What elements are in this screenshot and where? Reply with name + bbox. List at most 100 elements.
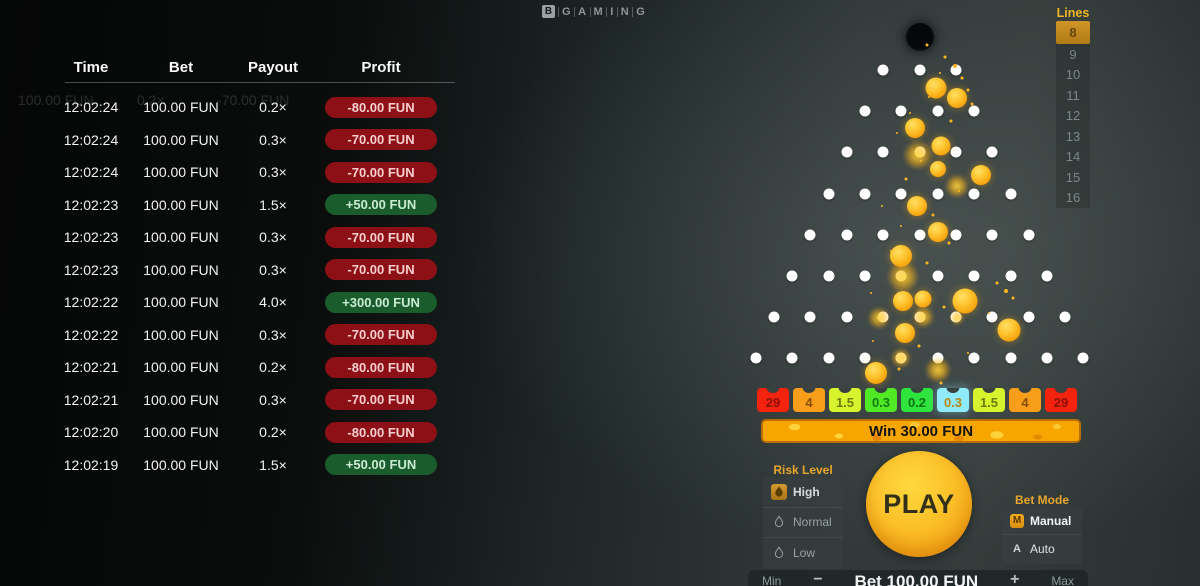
play-button[interactable]: PLAY xyxy=(866,451,972,557)
peg xyxy=(932,270,944,282)
plinko-ball xyxy=(890,245,912,267)
sparkle-dot xyxy=(939,381,943,385)
ghost-profit: -70.00 FUN xyxy=(217,92,290,108)
peg xyxy=(1077,352,1089,364)
ball-glow xyxy=(950,311,964,325)
sparkle-dot xyxy=(890,250,892,252)
multiplier-slot: 4 xyxy=(793,388,825,412)
peg xyxy=(1005,270,1016,282)
peg xyxy=(786,352,798,364)
max-bet-button[interactable]: Max xyxy=(1051,574,1074,586)
profit-badge: +50.00 FUN xyxy=(325,454,437,476)
history-cell-payout: 0.3× xyxy=(259,164,287,181)
sparkle-dot xyxy=(1011,296,1015,300)
sparkle-dot xyxy=(947,241,951,245)
sparkle-dot xyxy=(900,225,902,227)
sparkle-dot xyxy=(966,88,970,92)
risk-option-high[interactable]: High xyxy=(763,477,843,508)
peg xyxy=(932,188,944,200)
multiplier-slot: 4 xyxy=(1009,388,1041,412)
lines-selected-value[interactable]: 8 xyxy=(1056,21,1090,44)
history-cell-time: 12:02:23 xyxy=(63,229,119,246)
peg xyxy=(1023,229,1035,241)
multiplier-slot: 0.2 xyxy=(901,388,933,412)
ball-glow xyxy=(868,307,890,329)
history-cell-profit: +300.00 FUN xyxy=(306,291,456,313)
history-column-header: Time xyxy=(73,59,109,76)
profit-badge: +50.00 FUN xyxy=(325,194,437,216)
risk-option-label: Low xyxy=(793,546,816,561)
history-cell-time: 12:02:19 xyxy=(63,456,119,473)
history-cell-profit: -80.00 FUN xyxy=(306,421,456,443)
table-row: 12:02:20 100.00 FUN 0.2× -80.00 FUN xyxy=(60,416,456,449)
lines-option[interactable]: 16 xyxy=(1065,190,1081,206)
profit-badge: -70.00 FUN xyxy=(325,324,437,346)
lines-option[interactable]: 15 xyxy=(1065,169,1081,185)
lines-option[interactable]: 9 xyxy=(1069,46,1077,62)
history-cell-bet: 100.00 FUN xyxy=(143,196,219,213)
profit-badge: -70.00 FUN xyxy=(325,389,437,411)
peg xyxy=(859,352,871,364)
multiplier-slot: 29 xyxy=(757,388,789,412)
lines-option[interactable]: 11 xyxy=(1066,87,1080,103)
history-rows: 12:02:24 100.00 FUN 0.2× -80.00 FUN 12:02:24… xyxy=(60,91,456,481)
plinko-ball xyxy=(928,222,948,242)
lines-option[interactable]: 10 xyxy=(1065,67,1081,83)
history-header-divider xyxy=(65,82,455,83)
history-cell-time: 12:02:22 xyxy=(63,294,119,311)
plinko-ball xyxy=(997,318,1021,342)
peg xyxy=(986,146,998,158)
sparkle-dot xyxy=(896,132,898,134)
logo-separator xyxy=(558,6,559,17)
ball-glow xyxy=(891,348,911,368)
decrease-bet-button[interactable]: − xyxy=(807,572,828,586)
peg xyxy=(823,352,834,364)
history-cell-bet: 100.00 FUN xyxy=(143,391,219,408)
logo-separator xyxy=(616,6,618,17)
history-cell-payout: 0.3× xyxy=(259,391,287,408)
bet-mode-option-label: Manual xyxy=(1030,513,1072,528)
sparkle-dot xyxy=(942,305,946,309)
history-cell-time: 12:02:21 xyxy=(63,391,119,408)
increase-bet-button[interactable]: + xyxy=(1004,572,1025,586)
peg xyxy=(914,64,925,76)
history-column-header: Bet xyxy=(168,59,194,76)
logo-separator xyxy=(632,6,634,17)
lines-option[interactable]: 14 xyxy=(1065,149,1081,165)
bet-mode-option-auto[interactable]: A Auto xyxy=(1002,535,1082,563)
min-bet-button[interactable]: Min xyxy=(762,574,782,586)
logo-letter: A xyxy=(578,5,587,18)
bet-mode-option-manual[interactable]: M Manual xyxy=(1002,507,1082,535)
history-header: Time Bet Payout Profit xyxy=(60,59,456,76)
logo-letter: G xyxy=(562,5,572,18)
multiplier-slot: 1.5 xyxy=(973,388,1005,412)
peg xyxy=(950,229,962,241)
table-row: 12:02:24 100.00 FUN 0.3× -70.00 FUN xyxy=(60,156,456,189)
peg xyxy=(786,270,798,282)
logo-separator xyxy=(574,6,576,17)
sparkle-dot xyxy=(909,112,911,114)
risk-option-normal[interactable]: Normal xyxy=(763,508,843,538)
sparkle-dot xyxy=(920,160,922,162)
logo-separator xyxy=(589,6,591,17)
lines-option[interactable]: 13 xyxy=(1065,128,1081,144)
flame-icon xyxy=(771,483,787,500)
peg xyxy=(1005,352,1016,364)
history-cell-payout: 0.2× xyxy=(259,99,287,116)
peg xyxy=(859,270,871,282)
history-cell-time: 12:02:24 xyxy=(63,164,119,181)
risk-option-low[interactable]: Low xyxy=(763,538,843,569)
logo-letter: G xyxy=(636,5,646,18)
peg xyxy=(877,146,889,158)
win-banner: Win 30.00 FUN xyxy=(761,419,1081,443)
plinko-ball xyxy=(893,291,913,311)
history-cell-profit: -70.00 FUN xyxy=(306,129,456,151)
profit-badge: -80.00 FUN xyxy=(325,421,437,443)
profit-badge: -70.00 FUN xyxy=(325,226,437,248)
peg xyxy=(968,352,980,364)
plinko-ball xyxy=(925,77,947,99)
lines-option[interactable]: 12 xyxy=(1065,108,1081,124)
peg xyxy=(1059,311,1071,323)
peg xyxy=(859,105,871,117)
